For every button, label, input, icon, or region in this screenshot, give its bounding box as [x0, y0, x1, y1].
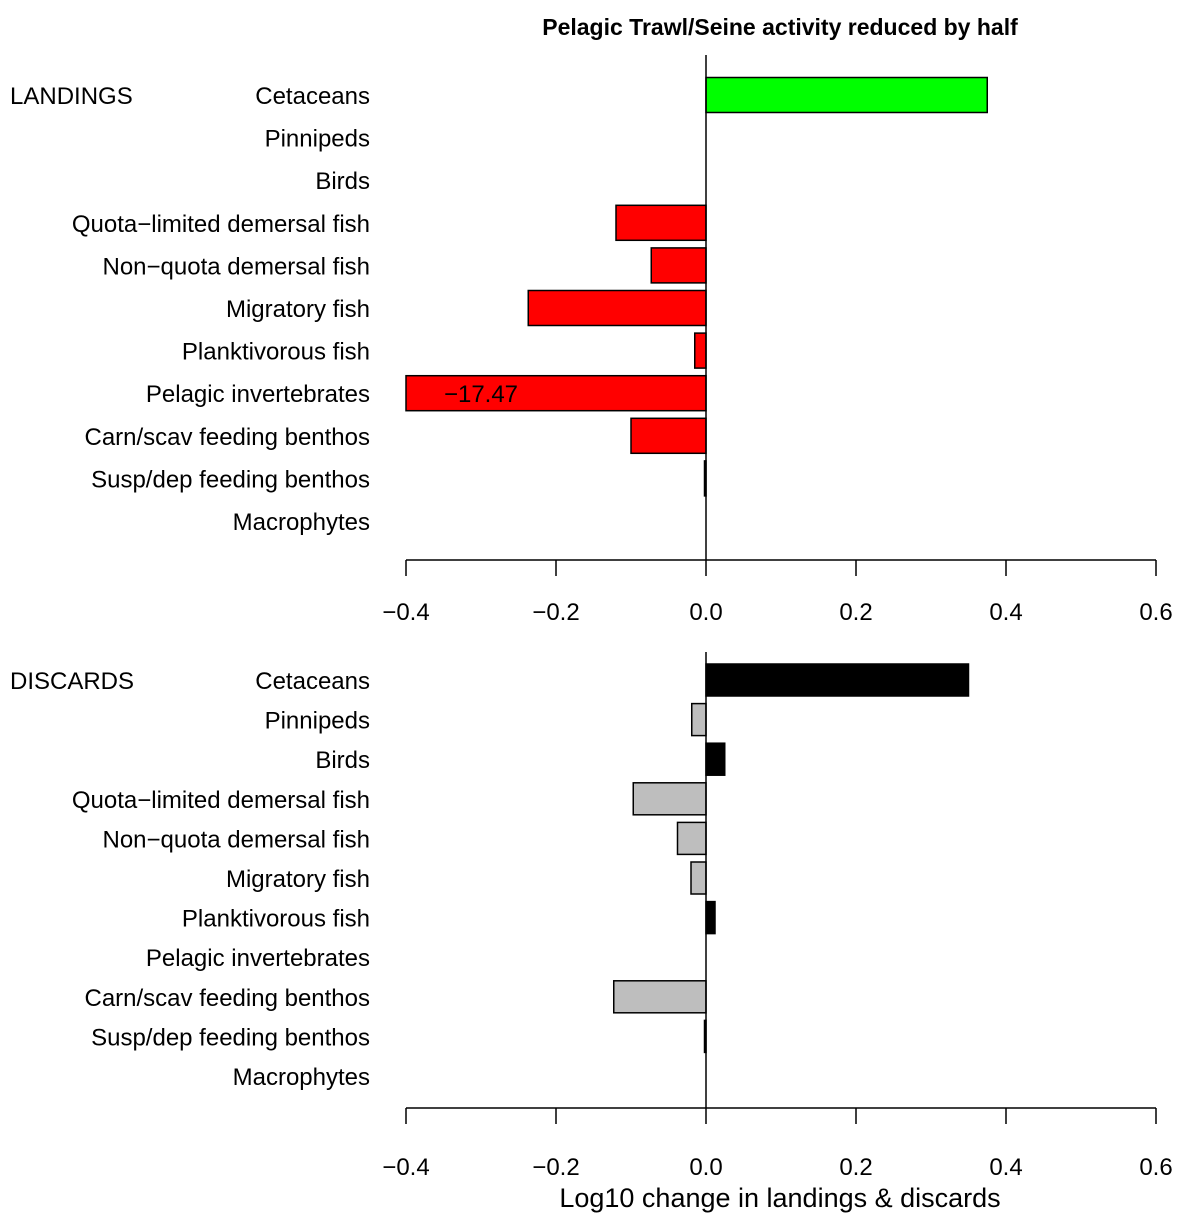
bar [405, 374, 707, 412]
category-label: Carn/scav feeding benthos [84, 985, 370, 1012]
category-label: Macrophytes [233, 509, 370, 536]
x-tick-label: −0.4 [382, 599, 429, 626]
landings-panel: LANDINGS Cetaceans Pinnipeds Birds Quota−lim… [10, 55, 1173, 626]
x-tick-label: 0.2 [839, 1154, 872, 1181]
bar [705, 742, 726, 776]
chart-title: Pelagic Trawl/Seine activity reduced by … [542, 14, 1018, 40]
category-label: Susp/dep feeding benthos [91, 466, 370, 493]
x-tick-label: 0.4 [989, 1154, 1022, 1181]
category-label: Planktivorous fish [182, 906, 370, 933]
x-axis-label: Log10 change in landings & discards [559, 1183, 1000, 1213]
bar [691, 702, 707, 737]
category-label: Quota−limited demersal fish [72, 787, 370, 814]
x-tick-label: 0.0 [689, 599, 722, 626]
bar [705, 900, 716, 935]
bar [705, 76, 988, 114]
category-label: Cetaceans [255, 83, 370, 110]
category-label: Migratory fish [226, 296, 370, 323]
bar [676, 821, 707, 856]
x-tick-label: 0.6 [1139, 1154, 1172, 1181]
bar [690, 861, 707, 895]
category-label: Non−quota demersal fish [103, 253, 371, 280]
bar [705, 663, 970, 697]
bar [630, 417, 707, 455]
x-tick-label: 0.4 [989, 599, 1022, 626]
category-label: Pinnipeds [265, 708, 370, 735]
x-tick-label: −0.4 [382, 1154, 429, 1181]
category-label: Cetaceans [255, 668, 370, 695]
bar [615, 204, 707, 242]
bar [527, 289, 707, 327]
category-label: Susp/dep feeding benthos [91, 1024, 370, 1051]
x-tick-label: 0.0 [689, 1154, 722, 1181]
x-tick-label: 0.6 [1139, 599, 1172, 626]
category-label: Pinnipeds [265, 126, 370, 153]
category-label: Pelagic invertebrates [146, 945, 370, 972]
x-tick-label: −0.2 [532, 599, 579, 626]
x-tick-label: 0.2 [839, 599, 872, 626]
category-label: Migratory fish [226, 866, 370, 893]
x-tick-label: −0.2 [532, 1154, 579, 1181]
category-label: Planktivorous fish [182, 339, 370, 366]
category-label: Birds [315, 747, 370, 774]
bar [650, 247, 707, 284]
category-label: Birds [315, 168, 370, 195]
bar-value-annotation: −17.47 [444, 381, 518, 408]
category-label: Pelagic invertebrates [146, 381, 370, 408]
panel-label: DISCARDS [10, 668, 134, 695]
category-label: Quota−limited demersal fish [72, 211, 370, 238]
bar [632, 782, 707, 816]
discards-panel: DISCARDS Cetaceans Pinnipeds Birds Quota−lim… [10, 652, 1173, 1181]
panel-label: LANDINGS [10, 83, 133, 110]
category-label: Carn/scav feeding benthos [84, 424, 370, 451]
category-label: Macrophytes [233, 1064, 370, 1091]
bar [613, 980, 707, 1014]
category-label: Non−quota demersal fish [103, 826, 371, 853]
bar [694, 332, 707, 369]
